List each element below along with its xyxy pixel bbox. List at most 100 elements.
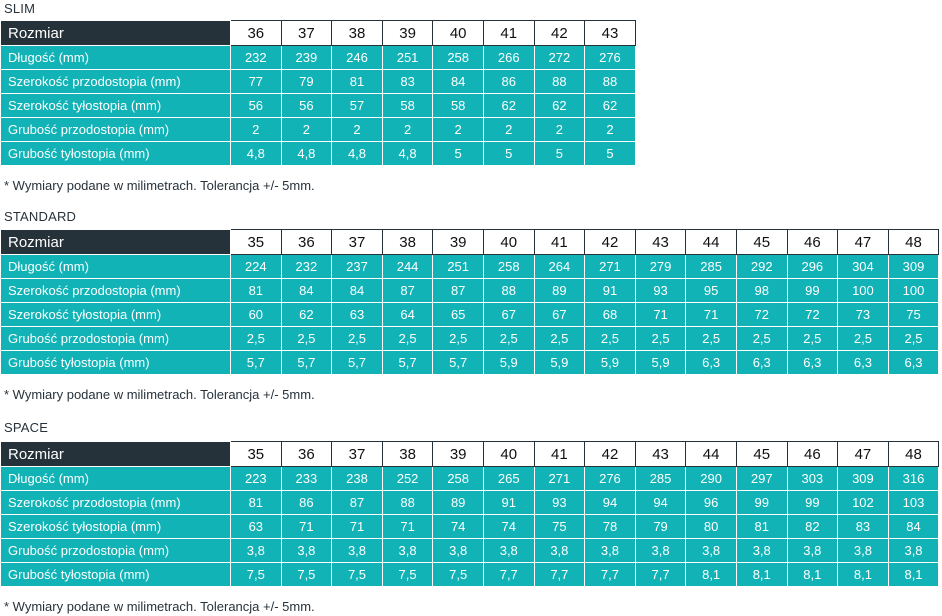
size-cell: 41 [533,229,586,255]
value-cell: 2,5 [230,326,282,351]
size-header-row: Rozmiar 36 37 38 39 40 41 42 43 [0,20,636,46]
size-cell: 43 [634,229,687,255]
value-cell: 2 [482,117,535,142]
value-cell: 93 [533,490,586,515]
value-cell: 5,7 [230,350,282,375]
value-cell: 238 [331,466,383,491]
value-cell: 224 [230,254,282,279]
value-cell: 258 [432,466,484,491]
value-cell: 7,5 [230,562,282,587]
size-cell: 37 [331,229,383,255]
value-cell: 96 [685,490,737,515]
header-label: Rozmiar [0,441,231,467]
value-cell: 56 [280,93,333,118]
value-cell: 78 [584,514,636,539]
size-cell: 35 [230,229,282,255]
size-cell: 44 [685,441,737,467]
value-cell: 3,8 [634,538,687,563]
value-cell: 3,8 [482,538,535,563]
size-cell: 39 [432,229,484,255]
value-cell: 63 [230,514,282,539]
value-cell: 2,5 [432,326,484,351]
size-cell: 42 [584,441,636,467]
value-cell: 8,1 [786,562,839,587]
value-cell: 88 [533,69,586,94]
value-cell: 56 [230,93,282,118]
value-cell: 5,7 [432,350,484,375]
value-cell: 8,1 [735,562,788,587]
value-cell: 265 [482,466,535,491]
value-cell: 60 [230,302,282,327]
value-cell: 4,8 [331,141,383,166]
size-cell: 45 [735,229,788,255]
value-cell: 81 [735,514,788,539]
value-cell: 77 [230,69,282,94]
value-cell: 3,8 [685,538,737,563]
value-cell: 7,5 [432,562,484,587]
value-cell: 95 [685,278,737,303]
value-cell: 223 [230,466,282,491]
size-cell: 38 [331,20,383,46]
value-cell: 2 [533,117,586,142]
value-cell: 239 [280,45,333,70]
row-label: Grubość przodostopia (mm) [0,538,231,563]
value-cell: 84 [887,514,940,539]
tolerance-note: * Wymiary podane w milimetrach. Toleranc… [4,178,315,193]
value-cell: 74 [482,514,535,539]
value-cell: 3,8 [887,538,940,563]
value-cell: 62 [280,302,333,327]
size-cell: 47 [837,441,889,467]
size-cell: 36 [280,229,333,255]
value-cell: 87 [381,278,434,303]
value-cell: 5,9 [482,350,535,375]
value-cell: 71 [634,302,687,327]
value-cell: 6,3 [837,350,889,375]
value-cell: 3,8 [786,538,839,563]
value-cell: 5,7 [280,350,333,375]
value-cell: 71 [280,514,333,539]
value-cell: 6,3 [887,350,940,375]
table-row: Grubość tyłostopia (mm) 5,7 5,7 5,7 5,7 5,7 5,… [0,350,940,375]
value-cell: 2,5 [786,326,839,351]
value-cell: 64 [381,302,434,327]
table-row: Długość (mm) 224 232 237 244 251 258 264 271 279 2… [0,254,940,279]
value-cell: 8,1 [837,562,889,587]
size-cell: 46 [786,229,839,255]
value-cell: 86 [280,490,333,515]
value-cell: 89 [432,490,484,515]
value-cell: 309 [837,466,889,491]
value-cell: 272 [533,45,586,70]
tolerance-note: * Wymiary podane w milimetrach. Toleranc… [4,387,315,402]
value-cell: 279 [634,254,687,279]
row-label: Szerokość przodostopia (mm) [0,490,231,515]
value-cell: 6,3 [685,350,737,375]
value-cell: 103 [887,490,940,515]
value-cell: 72 [786,302,839,327]
value-cell: 65 [432,302,484,327]
value-cell: 2,5 [533,326,586,351]
value-cell: 2,5 [735,326,788,351]
value-cell: 309 [887,254,940,279]
table-row: Grubość przodostopia (mm) 2 2 2 2 2 2 2 2 [0,117,636,142]
value-cell: 89 [533,278,586,303]
value-cell: 297 [735,466,788,491]
value-cell: 81 [331,69,383,94]
value-cell: 2,5 [685,326,737,351]
value-cell: 7,5 [381,562,434,587]
row-label: Szerokość tyłostopia (mm) [0,93,231,118]
value-cell: 7,5 [280,562,333,587]
value-cell: 67 [533,302,586,327]
row-label: Grubość przodostopia (mm) [0,117,231,142]
value-cell: 7,7 [533,562,586,587]
value-cell: 2,5 [331,326,383,351]
value-cell: 87 [432,278,484,303]
size-cell: 37 [280,20,333,46]
value-cell: 5 [584,141,636,166]
value-cell: 75 [533,514,586,539]
value-cell: 5,7 [381,350,434,375]
size-cell: 41 [533,441,586,467]
value-cell: 2 [280,117,333,142]
size-cell: 45 [735,441,788,467]
value-cell: 57 [331,93,383,118]
value-cell: 4,8 [230,141,282,166]
